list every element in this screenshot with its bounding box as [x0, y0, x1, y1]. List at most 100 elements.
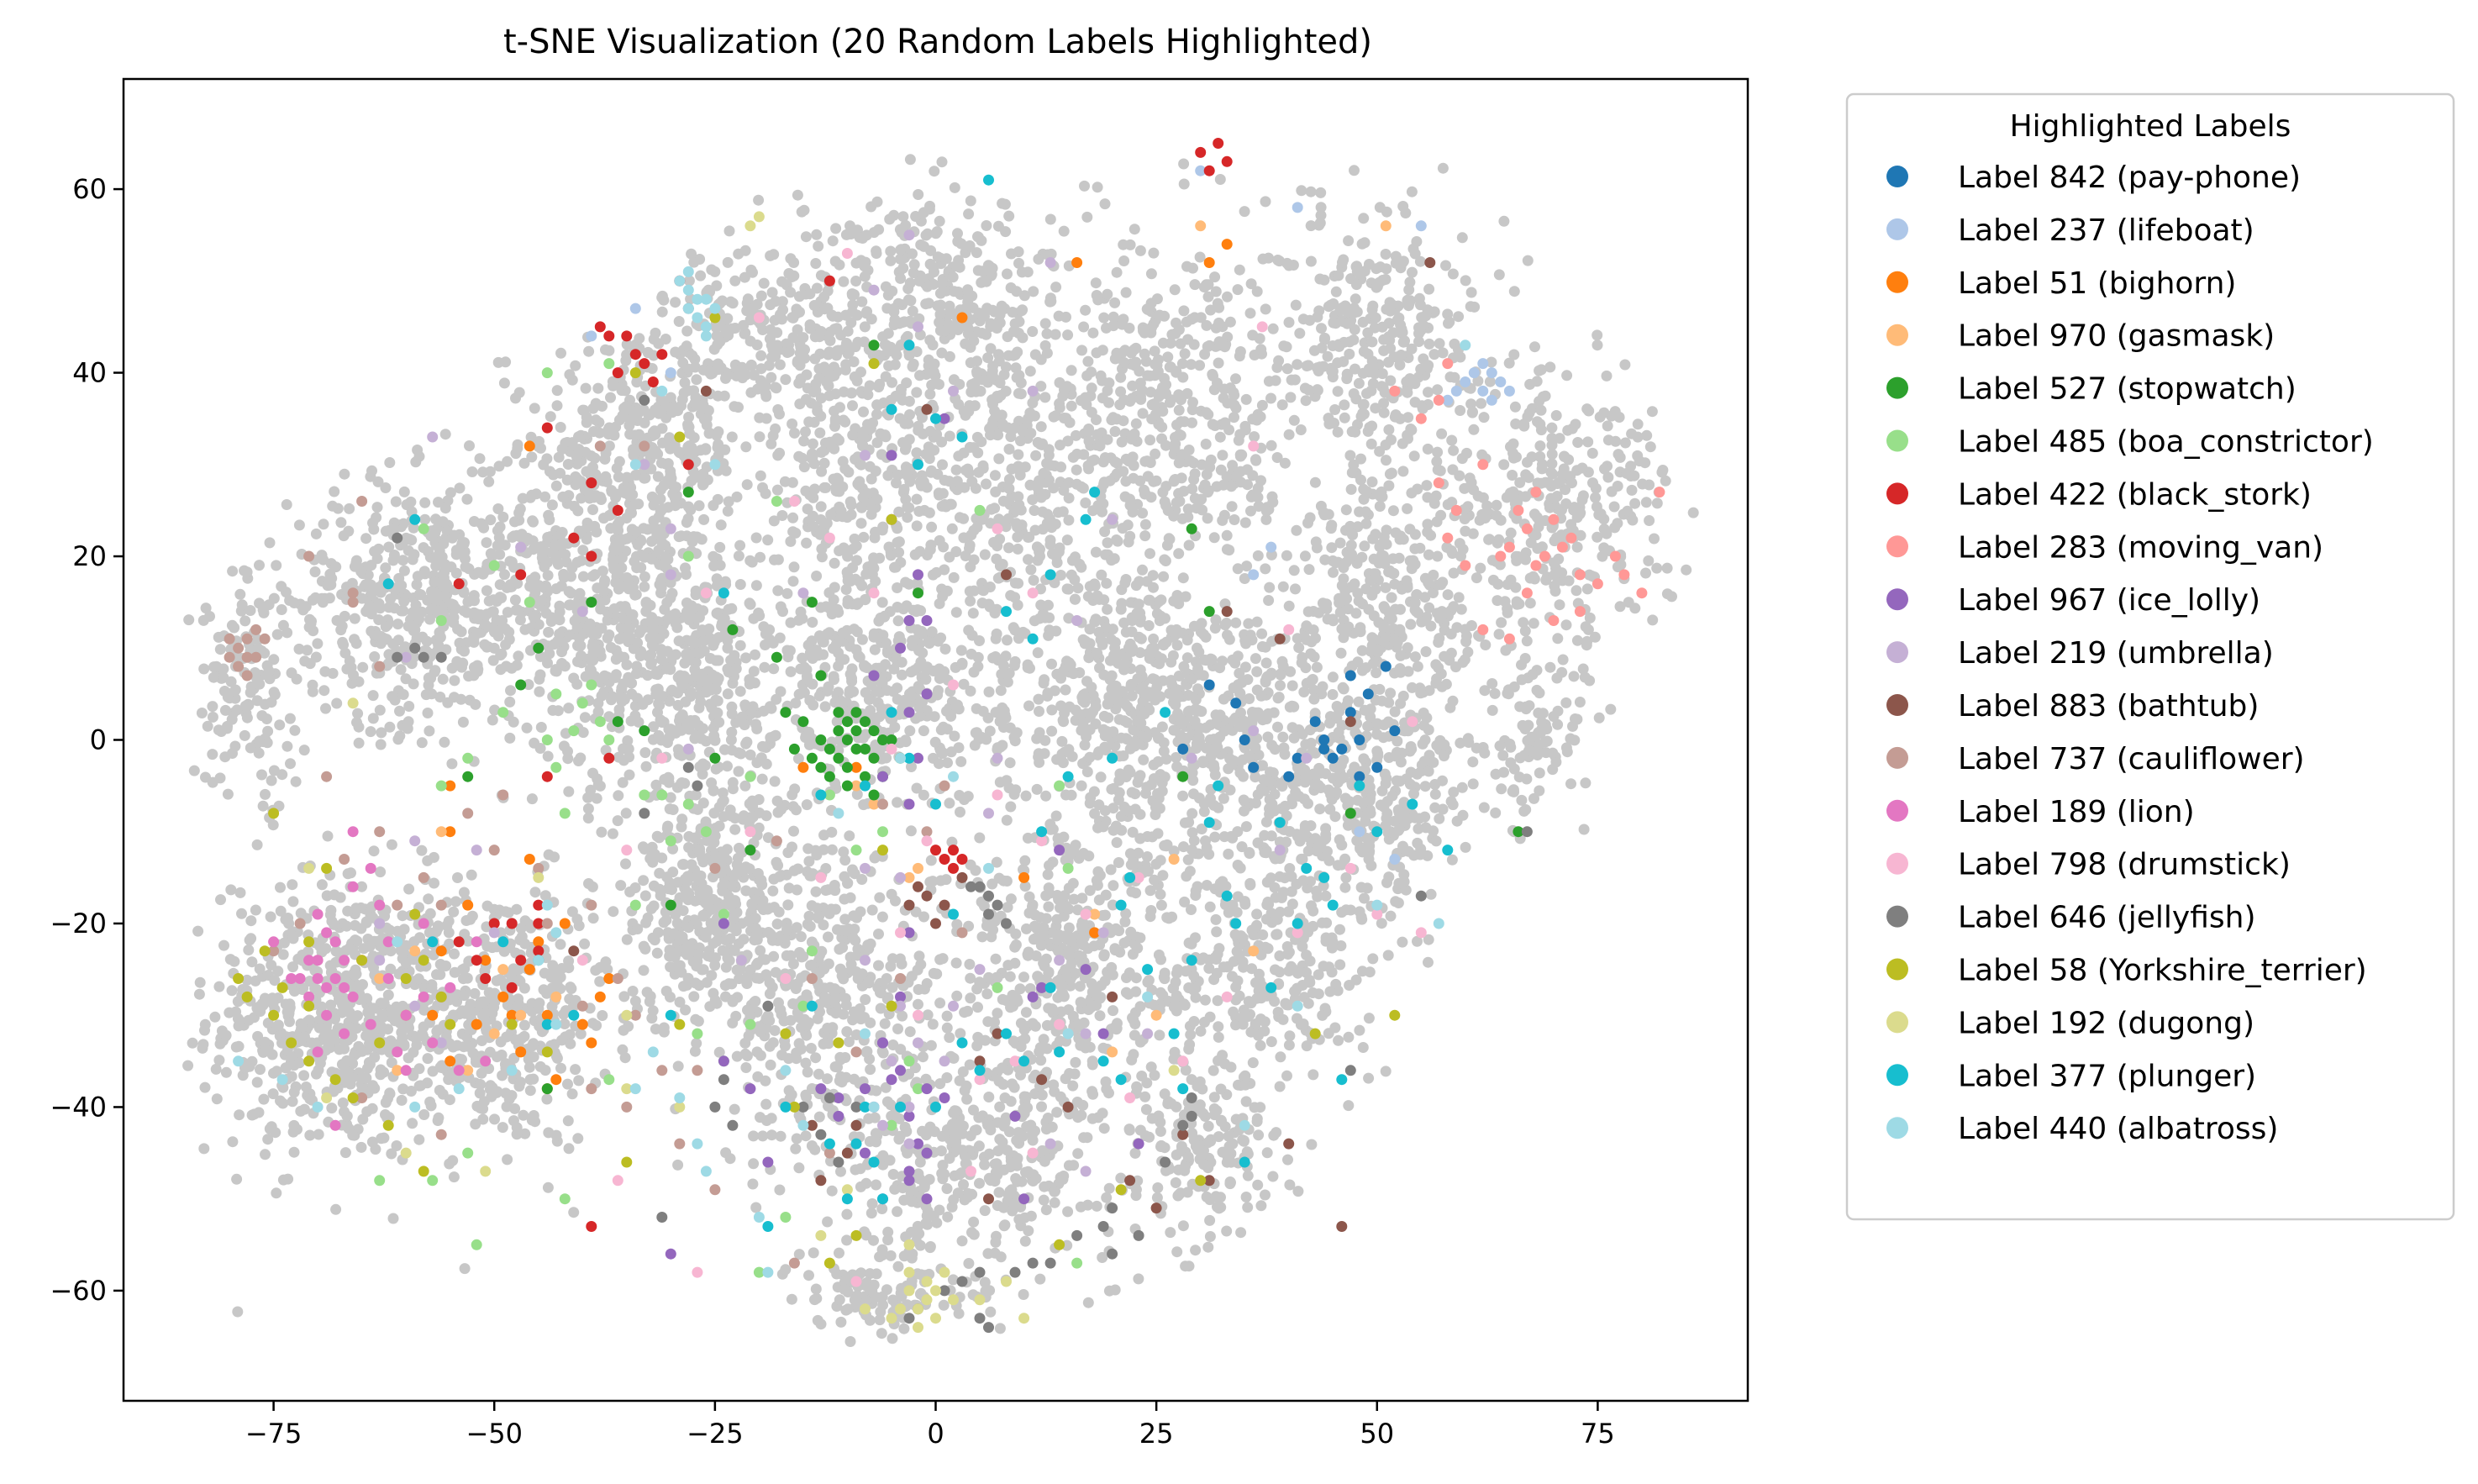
point-label-60 — [718, 613, 730, 624]
point-label-60 — [256, 997, 268, 1009]
point-label-60 — [880, 431, 892, 443]
point-label-60 — [423, 679, 434, 691]
point-label-60 — [619, 1052, 631, 1064]
point-label-60 — [770, 966, 781, 978]
point-label-60 — [841, 1026, 853, 1038]
point-label-60 — [349, 634, 360, 645]
point-label-60 — [787, 512, 799, 524]
point-label-60 — [676, 530, 687, 542]
point-label-60 — [643, 408, 655, 420]
point-label-60 — [971, 431, 983, 443]
point-label-60 — [1051, 557, 1063, 568]
point-label-60 — [647, 619, 659, 631]
point-label-60 — [226, 985, 238, 997]
point-label-60 — [542, 1181, 554, 1193]
point-label-60 — [433, 497, 444, 508]
point-label-60 — [922, 661, 933, 673]
point-label-60 — [665, 724, 676, 735]
point-label-60 — [729, 650, 740, 661]
point-label-60 — [767, 1037, 779, 1049]
point-label-60 — [723, 978, 734, 990]
point-label-60 — [275, 881, 286, 893]
point-label-60 — [755, 470, 766, 482]
point-label-60 — [697, 468, 709, 480]
point-label-60 — [416, 737, 428, 749]
point-label-60 — [437, 516, 449, 528]
point-label-60 — [934, 997, 946, 1009]
point-label-60 — [631, 376, 643, 388]
point-label-60 — [728, 913, 739, 924]
point-label-60 — [563, 786, 575, 797]
point-label-60 — [288, 1087, 300, 1098]
point-label-60 — [1111, 534, 1123, 545]
point-label-60 — [676, 750, 687, 761]
point-label-60 — [1024, 366, 1036, 377]
point-label-60 — [559, 1018, 571, 1029]
point-label-60 — [808, 521, 819, 532]
point-label-60 — [438, 572, 450, 583]
point-label-60 — [682, 501, 694, 513]
point-label-60 — [629, 995, 641, 1007]
point-label-60 — [553, 451, 565, 463]
point-label-60 — [543, 509, 555, 521]
point-label-60 — [937, 747, 949, 759]
point-label-60 — [795, 931, 807, 943]
point-label-60 — [584, 625, 596, 637]
point-label-60 — [494, 592, 506, 603]
point-label-60 — [514, 614, 526, 626]
point-label-60 — [681, 597, 692, 608]
point-label-60 — [769, 554, 780, 566]
point-label-60 — [298, 745, 310, 756]
point-label-60 — [1032, 478, 1044, 490]
point-label-60 — [937, 591, 949, 603]
point-label-60 — [423, 893, 434, 905]
point-label-60 — [497, 1122, 508, 1134]
point-label-60 — [681, 718, 693, 730]
point-label-60 — [844, 685, 855, 697]
point-label-60 — [697, 723, 709, 734]
point-label-60 — [777, 606, 788, 618]
point-label-60 — [440, 960, 452, 971]
point-label-60 — [911, 493, 923, 505]
point-label-60 — [429, 666, 440, 678]
point-label-60 — [945, 498, 957, 510]
point-label-60 — [571, 450, 582, 461]
point-label-60 — [671, 482, 682, 493]
point-label-60 — [293, 519, 305, 531]
point-label-60 — [790, 527, 802, 539]
point-label-60 — [832, 603, 844, 615]
point-label-60 — [573, 1075, 585, 1087]
point-label-60 — [703, 624, 715, 634]
point-label-60 — [834, 944, 845, 955]
point-label-60 — [734, 579, 746, 590]
plot-area — [182, 138, 1699, 1347]
point-label-60 — [599, 670, 610, 681]
point-label-60 — [920, 1073, 932, 1085]
point-label-60 — [591, 1019, 602, 1031]
point-label-60 — [715, 519, 727, 531]
point-label-60 — [1058, 225, 1070, 237]
point-label-60 — [550, 666, 561, 676]
point-label-60 — [726, 701, 738, 713]
point-label-60 — [616, 552, 628, 564]
point-label-60 — [613, 633, 625, 645]
point-label-60 — [655, 457, 667, 469]
point-label-60 — [901, 600, 913, 612]
point-label-60 — [941, 1072, 953, 1083]
point-label-60 — [492, 630, 504, 642]
point-label-60 — [209, 1011, 221, 1023]
point-label-60 — [621, 513, 633, 524]
point-label-60 — [652, 471, 664, 482]
point-label-60 — [502, 455, 513, 467]
point-label-60 — [772, 585, 784, 597]
point-label-60 — [350, 903, 362, 914]
point-label-60 — [708, 636, 720, 648]
point-label-60 — [439, 429, 451, 440]
point-label-60 — [678, 859, 690, 871]
point-label-60 — [749, 934, 760, 946]
point-label-60 — [787, 576, 799, 587]
point-label-60 — [1101, 1192, 1113, 1203]
point-label-60 — [426, 982, 438, 994]
point-label-60 — [597, 1010, 608, 1021]
point-label-60 — [581, 466, 592, 477]
